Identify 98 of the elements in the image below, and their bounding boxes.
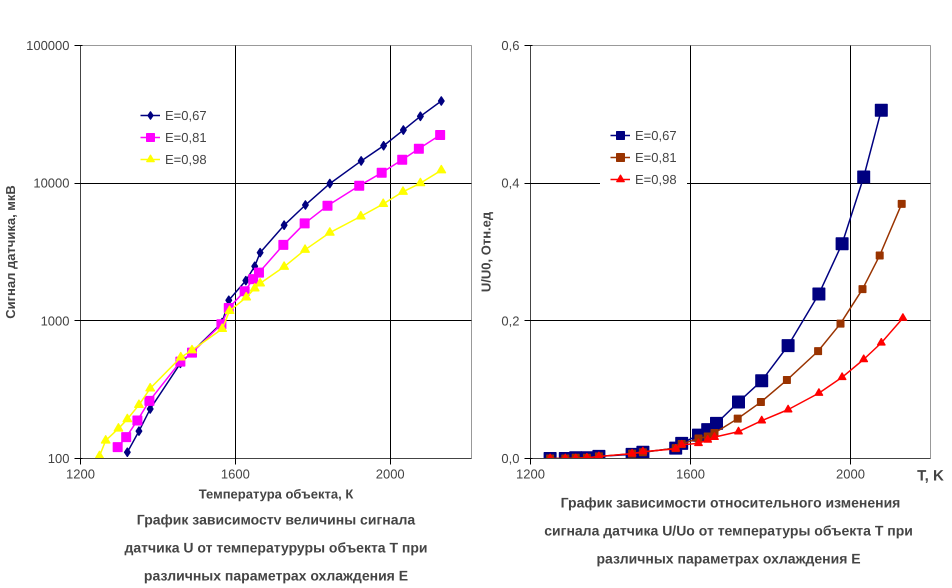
point [250,282,260,292]
x-axis-title: Температура объекта, К [198,486,354,502]
point [145,382,156,392]
y-tick-label: 1000 [40,313,70,328]
point [358,156,365,166]
point [280,220,288,230]
point [144,396,154,406]
point [694,438,703,446]
point [278,240,288,250]
point [782,376,791,384]
point [113,422,124,432]
point [836,237,849,250]
point [734,426,743,434]
point [302,200,309,210]
point [326,178,334,189]
point [874,104,888,117]
point [836,320,844,328]
point [732,396,745,409]
point [279,261,290,270]
legend-label: E=0,98 [165,152,207,166]
point [876,251,884,260]
x-tick-label: 2000 [376,466,405,482]
point [376,168,387,178]
point [300,218,310,228]
point [756,398,765,406]
point [416,111,424,122]
point [838,372,847,380]
point [782,339,795,352]
point [710,432,719,440]
point [435,130,446,140]
point [757,416,766,424]
point [217,323,228,332]
point [255,278,266,287]
point [176,352,186,360]
x-tick-label: 1600 [220,466,250,482]
point [438,96,445,106]
y-tick-label: 0,4 [501,176,520,191]
point [710,416,723,430]
point [324,226,335,236]
point [858,285,866,294]
point [134,399,144,408]
point [121,432,132,442]
point [898,312,908,321]
point [300,244,310,253]
point [755,374,768,388]
point [254,268,264,278]
legend-label: E=0,67 [165,108,207,122]
point [241,292,252,300]
point [122,413,132,422]
x-tick-label: 2000 [836,466,865,482]
y-tick-label: 0,0 [501,451,520,466]
point [397,154,408,165]
point [400,125,407,136]
point [186,344,197,354]
point [703,434,712,443]
y-tick-label: 0,2 [501,313,520,328]
x-axis-title: T, K [917,468,944,484]
point [436,164,446,174]
legend-label: E=0,81 [165,130,207,144]
point [859,354,868,362]
point [354,180,364,191]
x-tick-label: 1200 [516,466,545,482]
text: График зависимостv величины сигнала датчика U от температуруры объекта Т при различных параметрах охлаждения Е [124,512,428,584]
legend-label: E=0,67 [635,128,677,142]
y-tick-label: 10000 [33,176,70,191]
point [132,415,142,426]
point [112,442,123,452]
point [415,177,426,186]
y-axis-title: Сигнал датчика, мкВ [3,185,18,319]
y-axis-title: U/U0, Отн.ед [478,211,494,292]
point [857,170,870,184]
point [380,140,388,151]
point [256,248,264,258]
y-tick-label: 100000 [26,38,70,53]
text: График зависимости относительного изменения сигнала датчика U/Uo от температуры объекта Т при различных параметрах охлаждения Е [544,494,913,566]
point [814,388,824,396]
point [124,447,131,458]
legend-label: E=0,81 [635,150,677,164]
x-tick-label: 1600 [676,466,705,482]
point [784,404,793,412]
point [242,276,250,286]
point [898,200,906,208]
point [100,434,111,444]
x-tick-label: 1200 [66,466,95,482]
point [734,414,742,423]
point [378,198,388,207]
point [814,347,822,356]
point [414,144,424,154]
y-tick-label: 100 [48,451,70,466]
point [322,200,332,211]
point [135,426,142,436]
point [224,305,235,314]
legend-label: E=0,98 [635,172,677,186]
point [356,210,366,220]
y-tick-label: 0,6 [501,38,520,53]
point [812,287,826,300]
point [398,186,408,195]
point [876,338,886,346]
